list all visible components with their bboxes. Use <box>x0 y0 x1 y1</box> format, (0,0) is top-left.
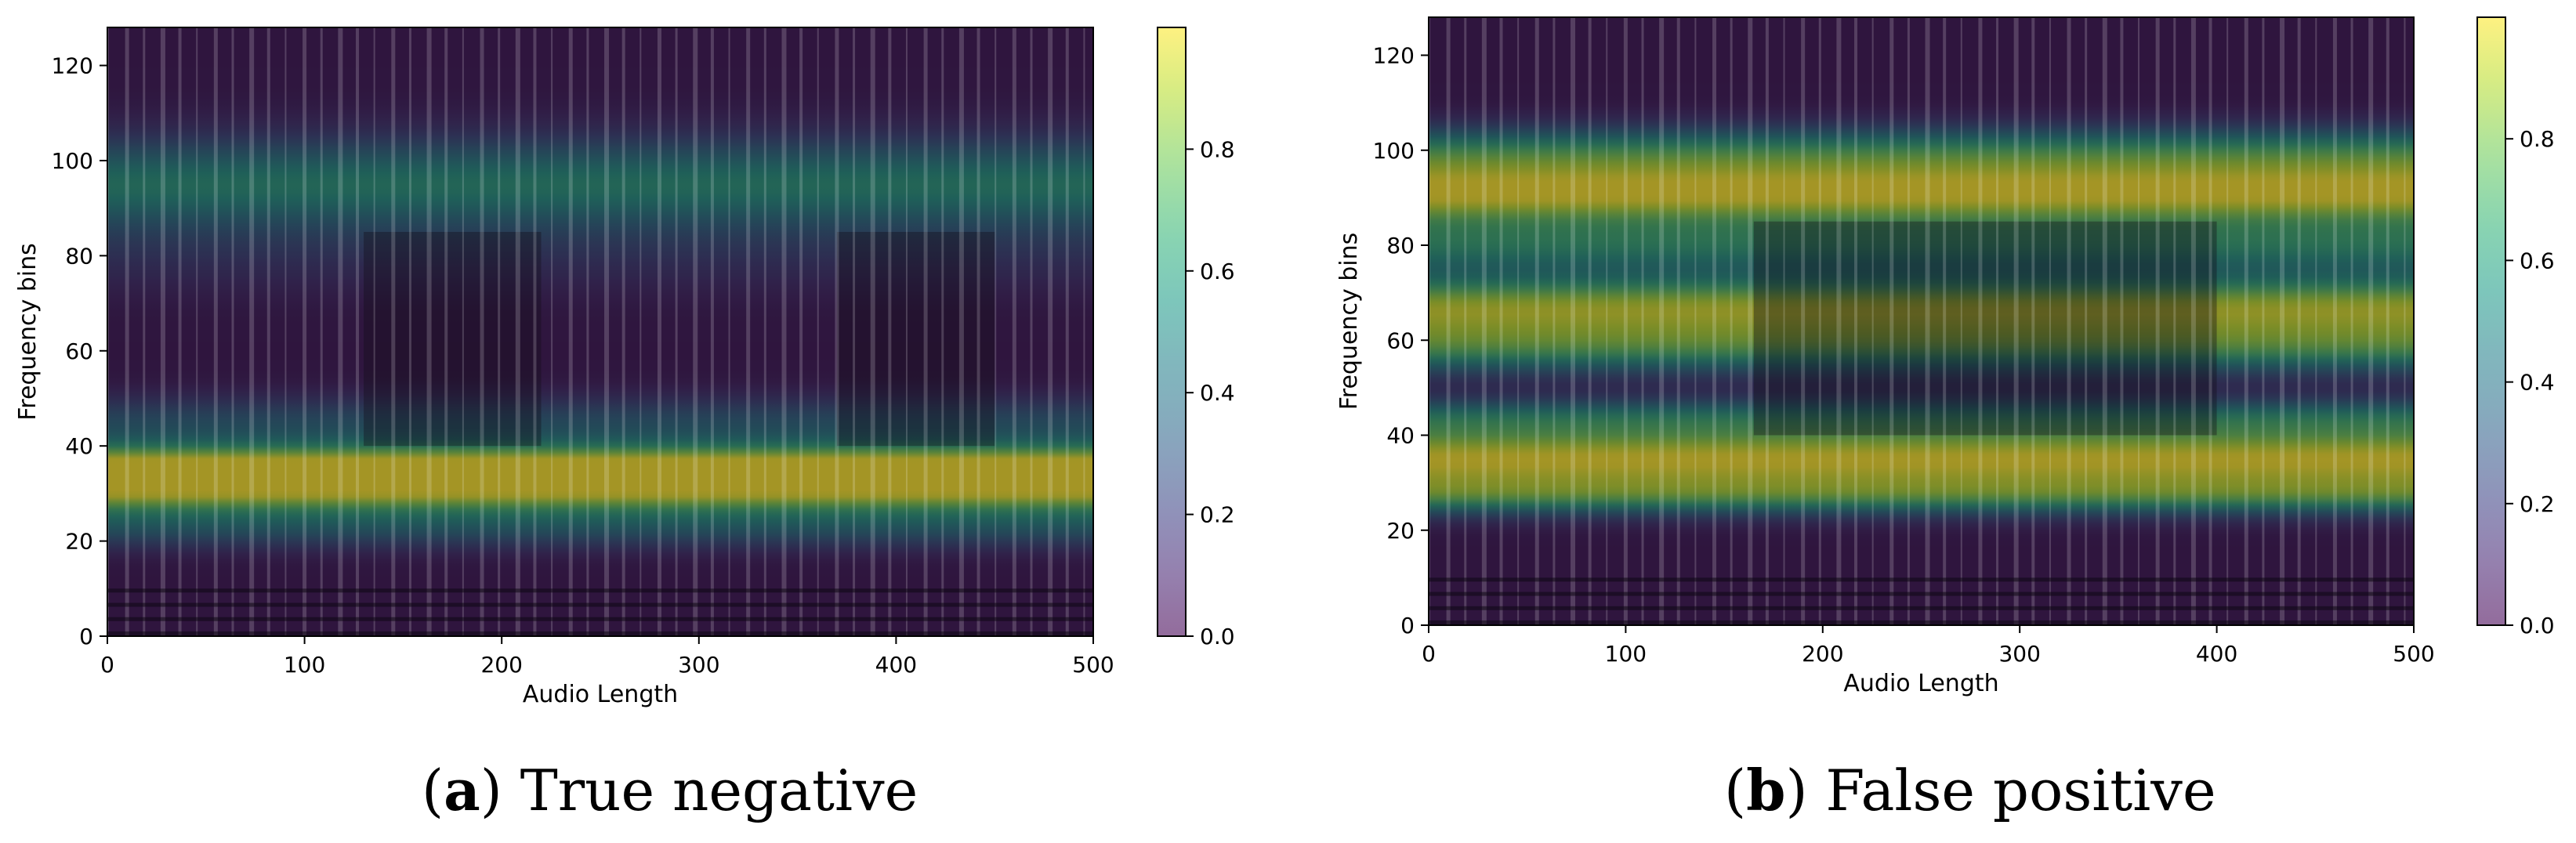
panel-a: 0 100 200 300 400 500 0 20 40 60 80 100 120 Audio Len… <box>14 27 1235 708</box>
caption-a-letter: a <box>444 757 480 823</box>
y-tick-label: 20 <box>1386 518 1415 544</box>
y-tick-label: 120 <box>1373 43 1415 69</box>
colorbar-tick-label: 0.6 <box>2520 248 2555 273</box>
y-tick-label: 120 <box>52 53 93 79</box>
y-tick-label: 80 <box>65 243 93 269</box>
y-tick-label: 0 <box>79 624 93 649</box>
x-tick-label: 400 <box>875 652 917 678</box>
y-tick-label: 80 <box>1386 233 1415 259</box>
x-tick-label: 0 <box>100 652 114 678</box>
y-tick-label: 40 <box>1386 423 1415 449</box>
x-tick-label: 300 <box>1998 641 2040 667</box>
colorbar <box>1157 27 1187 637</box>
colorbar-tick-label: 0.6 <box>1200 259 1235 284</box>
y-tick-label: 20 <box>65 529 93 555</box>
x-axis-label: Audio Length <box>1843 670 1998 697</box>
caption-b-letter: b <box>1746 757 1786 823</box>
y-axis-label: Frequency bins <box>1335 233 1363 411</box>
spectrogram-texture <box>1429 17 2406 625</box>
panel-b: 0 100 200 300 400 500 0 20 40 60 80 100 120 Audio Len… <box>1335 16 2555 697</box>
caption-b: (b) False positive <box>1724 757 2216 823</box>
x-tick-label: 300 <box>678 652 719 678</box>
y-tick-label: 0 <box>1400 613 1415 639</box>
x-tick-label: 500 <box>2393 641 2434 667</box>
spectrogram-texture <box>107 27 1085 636</box>
colorbar-tick-label: 0.4 <box>1200 380 1235 406</box>
colorbar-tick-label: 0.8 <box>2520 126 2555 152</box>
dark-segment <box>836 232 995 447</box>
x-tick-label: 100 <box>1605 641 1647 667</box>
colorbar-tick-label: 0.0 <box>2520 613 2555 639</box>
dark-segment <box>364 232 542 447</box>
y-tick-label: 60 <box>1386 327 1415 353</box>
x-tick-label: 100 <box>284 652 325 678</box>
heatmap-plot-area <box>1429 17 2414 625</box>
y-tick-label: 100 <box>52 148 93 174</box>
caption-a: (a) True negative <box>422 757 918 823</box>
colorbar-tick-label: 0.4 <box>2520 370 2555 396</box>
heatmap-plot-area <box>107 27 1093 636</box>
x-tick-label: 200 <box>1802 641 1843 667</box>
x-tick-label: 0 <box>1422 641 1436 667</box>
x-axis-label: Audio Length <box>523 681 678 708</box>
colorbar-tick-label: 0.0 <box>1200 624 1235 649</box>
caption-b-text: False positive <box>1825 758 2216 823</box>
y-tick-label: 40 <box>65 433 93 459</box>
colorbar <box>2476 16 2506 626</box>
axes-frame <box>107 27 1094 637</box>
colorbar-tick-label: 0.2 <box>2520 491 2555 517</box>
colorbar-tick-label: 0.2 <box>1200 502 1235 528</box>
dark-segment <box>1753 221 2217 436</box>
y-tick-label: 60 <box>65 338 93 364</box>
x-tick-label: 200 <box>480 652 522 678</box>
colorbar-tick-label: 0.8 <box>1200 136 1235 162</box>
axes-frame <box>1428 16 2415 626</box>
y-axis-label: Frequency bins <box>14 243 42 421</box>
y-tick-label: 100 <box>1373 138 1415 164</box>
x-tick-label: 400 <box>2196 641 2237 667</box>
caption-a-text: True negative <box>520 758 918 823</box>
x-tick-label: 500 <box>1072 652 1114 678</box>
